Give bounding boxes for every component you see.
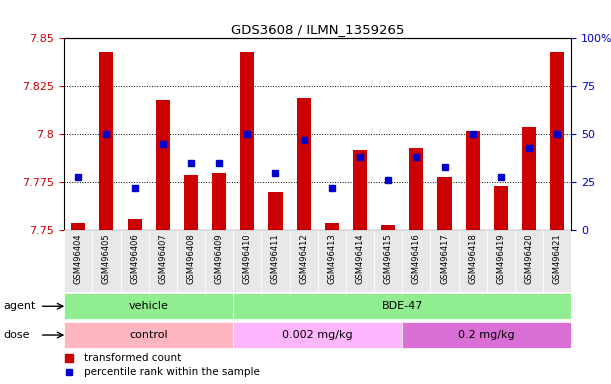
Bar	[550, 52, 564, 230]
Bar	[409, 148, 423, 230]
Text: GDS3608 / ILMN_1359265: GDS3608 / ILMN_1359265	[231, 23, 404, 36]
Text: GSM496404: GSM496404	[74, 233, 82, 284]
Text: GSM496417: GSM496417	[440, 233, 449, 284]
Bar	[402, 230, 430, 292]
Text: dose: dose	[3, 330, 29, 340]
Bar	[233, 293, 571, 319]
Bar	[494, 186, 508, 230]
Bar	[240, 52, 254, 230]
Text: percentile rank within the sample: percentile rank within the sample	[84, 367, 260, 377]
Bar	[128, 219, 142, 230]
Bar	[374, 230, 402, 292]
Text: GSM496420: GSM496420	[524, 233, 533, 284]
Bar	[268, 192, 282, 230]
Bar	[325, 223, 339, 230]
Bar	[515, 230, 543, 292]
Bar	[346, 230, 374, 292]
Text: GSM496405: GSM496405	[102, 233, 111, 284]
Bar	[296, 98, 310, 230]
Text: GSM496412: GSM496412	[299, 233, 308, 284]
Bar	[205, 230, 233, 292]
Text: GSM496419: GSM496419	[496, 233, 505, 284]
Bar	[543, 230, 571, 292]
Text: GSM496408: GSM496408	[186, 233, 196, 284]
Bar	[402, 322, 571, 348]
Text: GSM496418: GSM496418	[468, 233, 477, 284]
Text: GSM496409: GSM496409	[214, 233, 224, 284]
Bar	[459, 230, 487, 292]
Bar	[233, 322, 402, 348]
Text: GSM496415: GSM496415	[384, 233, 393, 284]
Bar	[120, 230, 148, 292]
Bar	[381, 225, 395, 230]
Text: GSM496413: GSM496413	[327, 233, 336, 284]
Bar	[522, 127, 536, 230]
Text: GSM496407: GSM496407	[158, 233, 167, 284]
Bar	[92, 230, 120, 292]
Text: GSM496416: GSM496416	[412, 233, 421, 284]
Text: control: control	[130, 330, 168, 340]
Text: GSM496406: GSM496406	[130, 233, 139, 284]
Text: GSM496414: GSM496414	[356, 233, 365, 284]
Bar	[487, 230, 515, 292]
Text: GSM496421: GSM496421	[553, 233, 562, 284]
Text: 0.2 mg/kg: 0.2 mg/kg	[458, 330, 515, 340]
Text: transformed count: transformed count	[84, 353, 181, 363]
Bar	[177, 230, 205, 292]
Bar	[318, 230, 346, 292]
Text: BDE-47: BDE-47	[381, 301, 423, 311]
Bar	[437, 177, 452, 230]
Bar	[64, 230, 92, 292]
Bar	[148, 230, 177, 292]
Bar	[64, 293, 233, 319]
Text: GSM496411: GSM496411	[271, 233, 280, 284]
Bar	[156, 100, 170, 230]
Bar	[290, 230, 318, 292]
Bar	[184, 175, 198, 230]
Text: vehicle: vehicle	[129, 301, 169, 311]
Bar	[212, 173, 226, 230]
Bar	[430, 230, 459, 292]
Bar	[353, 150, 367, 230]
Bar	[262, 230, 290, 292]
Bar	[466, 131, 480, 230]
Text: 0.002 mg/kg: 0.002 mg/kg	[282, 330, 353, 340]
Text: GSM496410: GSM496410	[243, 233, 252, 284]
Bar	[233, 230, 262, 292]
Bar	[64, 322, 233, 348]
Bar	[71, 223, 86, 230]
Bar	[100, 52, 114, 230]
Text: agent: agent	[3, 301, 35, 311]
